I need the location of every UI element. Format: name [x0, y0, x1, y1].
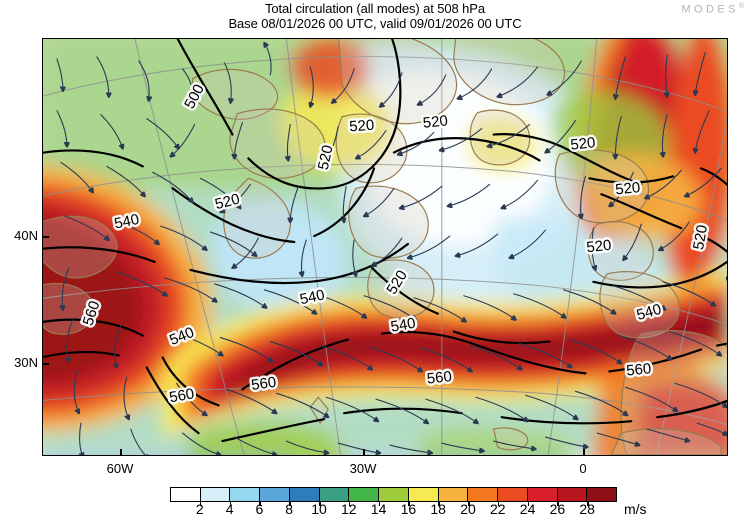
colorbar-tick-18	[438, 502, 440, 506]
contour-label-540-14: 540	[635, 301, 664, 324]
y-tick-40n	[42, 236, 49, 238]
contour-label-520-6: 520	[615, 179, 642, 198]
colorbar-swatch-12	[527, 488, 558, 501]
modes-logo-text: MODES	[681, 3, 739, 16]
x-axis-label-0: 0	[579, 461, 587, 476]
x-axis-label-30w: 30W	[349, 461, 377, 476]
contour-label-560-19: 560	[625, 360, 652, 379]
contour-label-540-13: 540	[389, 315, 417, 336]
contour-label-540-11: 540	[167, 324, 197, 349]
y-tick-30n	[42, 363, 49, 365]
colorbar-swatch-0	[171, 488, 201, 501]
colorbar-tick-22	[497, 502, 500, 506]
colorbar-swatch-10	[468, 488, 499, 501]
height-contours	[43, 39, 727, 443]
contour-label-520-4: 520	[422, 112, 449, 131]
contour-label-520-1: 520	[213, 191, 241, 214]
colorbar-tick-8	[289, 502, 291, 506]
wind-arrows	[56, 43, 727, 455]
colorbar-swatch-6	[349, 488, 380, 501]
colorbar-label-4: 4	[225, 501, 234, 517]
colorbar-tick-10	[319, 502, 321, 506]
page-title: Total circulation (all modes) at 508 hPa	[264, 1, 485, 16]
colorbar-label-8: 8	[285, 501, 294, 517]
colorbar-tick-14	[378, 502, 381, 506]
colorbar-ticks	[170, 502, 617, 507]
x-tick-0	[583, 449, 585, 456]
contour-label-560-18: 560	[426, 368, 453, 387]
colorbar[interactable]	[170, 487, 617, 502]
contour-label-520-7: 520	[690, 224, 711, 251]
map-plot-area[interactable]: 500 500 520 520 520 520 520 520 520 520 520 520 520 5…	[42, 38, 728, 456]
colorbar-tick-6	[259, 502, 261, 506]
colorbar-label-26: 26	[549, 501, 566, 517]
colorbar-tick-12	[348, 502, 351, 506]
contour-label-540-12: 540	[298, 286, 326, 308]
colorbar-label-12: 12	[341, 501, 357, 517]
x-axis-label-60w: 60W	[106, 461, 134, 476]
colorbar-swatch-2	[230, 488, 261, 501]
colorbar-tick-24	[527, 502, 530, 506]
colorbar-swatch-11	[498, 488, 528, 501]
contour-label-520-3: 520	[349, 117, 375, 136]
colorbar-tick-labels: 2 4 6 8 10 12 14 16 18 20 22 24 26 28	[0, 501, 750, 517]
colorbar-tick-28	[587, 502, 589, 506]
windspeed-fill-layer	[43, 39, 727, 455]
contour-label-520-5: 520	[570, 134, 597, 153]
colorbar-swatch-13	[557, 488, 588, 501]
contour-label-560-15: 560	[80, 299, 104, 328]
contour-label-560-17: 560	[250, 374, 277, 394]
colorbar-swatch-1	[200, 488, 231, 501]
colorbar-swatch-5	[319, 488, 350, 501]
x-tick-30w	[363, 449, 365, 456]
colorbar-swatch-7	[379, 488, 409, 501]
colorbar-tick-26	[557, 502, 559, 506]
contour-label-520-3: 520	[349, 117, 375, 136]
colorbar-units-label: m/s	[624, 501, 647, 517]
chart-subtitle: Base 08/01/2026 00 UTC, valid 09/01/2026…	[228, 16, 522, 31]
colorbar-tick-2	[199, 502, 202, 506]
colorbar-label-16: 16	[400, 501, 417, 517]
contour-label-520-2: 520	[315, 144, 337, 172]
y-axis-label-40n: 40N	[14, 228, 38, 243]
colorbar-swatch-4	[289, 488, 320, 501]
colorbar-label-20: 20	[460, 501, 476, 517]
colorbar-label-10: 10	[311, 501, 327, 517]
chart-title-block: Total circulation (all modes) at 508 hPa…	[0, 1, 750, 31]
colorbar-swatch-9	[438, 488, 469, 501]
colorbar-label-22: 22	[490, 501, 506, 517]
contour-label-560-16: 560	[168, 385, 196, 406]
x-tick-60w	[120, 449, 122, 456]
colorbar-tick-16	[408, 502, 410, 506]
colorbar-label-6: 6	[255, 501, 264, 517]
contour-label-540-10: 540	[113, 211, 141, 233]
colorbar-swatch-14	[587, 488, 617, 501]
modes-logo: MODES®	[681, 3, 744, 16]
contour-label-520-8: 520	[586, 237, 613, 256]
colorbar-tick-4	[229, 502, 232, 506]
registered-mark: ®	[738, 3, 744, 10]
y-axis-label-30n: 30N	[14, 355, 38, 370]
colorbar-label-14: 14	[370, 501, 387, 517]
colorbar-label-2: 2	[195, 501, 204, 517]
colorbar-label-18: 18	[430, 501, 446, 517]
colorbar-label-24: 24	[519, 501, 536, 517]
colorbar-swatch-3	[260, 488, 290, 501]
colorbar-tick-20	[468, 502, 470, 506]
colorbar-swatch-8	[408, 488, 439, 501]
colorbar-label-28: 28	[579, 501, 595, 517]
